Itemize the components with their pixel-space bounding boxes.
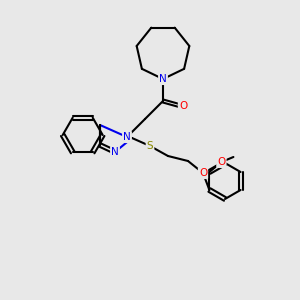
Text: N: N: [123, 132, 131, 142]
Text: S: S: [147, 141, 153, 151]
Text: O: O: [179, 101, 187, 111]
Text: N: N: [159, 74, 167, 84]
Text: O: O: [199, 168, 207, 178]
Text: O: O: [217, 157, 226, 167]
Text: N: N: [111, 147, 119, 157]
